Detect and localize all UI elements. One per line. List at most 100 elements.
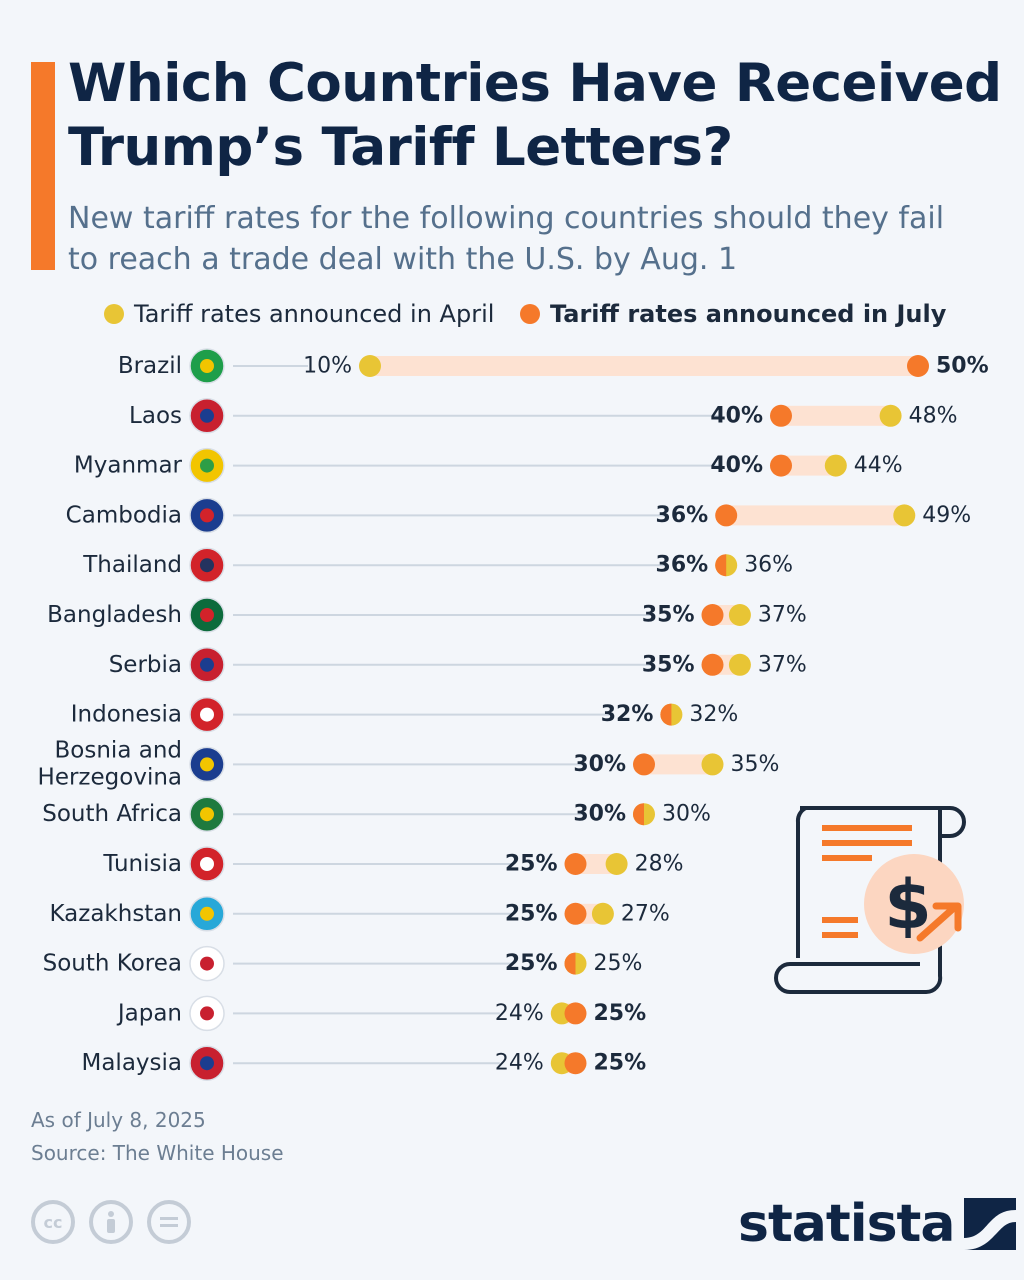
april-value-tunisia: 28%: [635, 852, 684, 877]
chart-title: Which Countries Have Received Trump’s Ta…: [68, 53, 1002, 178]
flag-emblem-south-africa: [200, 807, 214, 822]
as-of-note: As of July 8, 2025: [31, 1108, 206, 1132]
july-point-kazakhstan: [564, 902, 587, 925]
july-point-laos: [770, 404, 792, 427]
july-value-bangladesh: 35%: [642, 603, 695, 628]
country-label-japan: Japan: [116, 1000, 182, 1026]
legend-item-july: Tariff rates announced in July: [520, 300, 946, 328]
legend-label-april: Tariff rates announced in April: [134, 300, 495, 328]
july-value-bosnia-and-herzegovina: 30%: [573, 752, 626, 777]
flag-emblem-kazakhstan: [200, 906, 214, 921]
july-value-south-africa: 30%: [573, 802, 626, 827]
source-note: Source: The White House: [31, 1141, 284, 1165]
july-value-cambodia: 36%: [656, 503, 709, 528]
april-point-laos: [879, 404, 902, 427]
flag-emblem-japan: [200, 1006, 214, 1021]
july-point-south-korea: [564, 952, 576, 975]
april-point-bangladesh: [728, 604, 751, 626]
range-band-brazil: [370, 356, 918, 376]
april-point-serbia: [728, 653, 751, 676]
accent-bar: [31, 62, 55, 270]
chart-subtitle: New tariff rates for the following count…: [68, 201, 945, 277]
legend-dot-july: [520, 304, 540, 324]
april-point-brazil: [359, 355, 381, 377]
range-band-tunisia: [575, 854, 617, 874]
attribution-icon[interactable]: [89, 1200, 133, 1244]
july-point-bangladesh: [701, 604, 724, 626]
july-value-serbia: 35%: [642, 652, 695, 677]
flag-emblem-cambodia: [200, 508, 214, 523]
april-point-tunisia: [605, 853, 628, 875]
april-value-south-korea: 25%: [594, 951, 643, 976]
country-label-malaysia: Malaysia: [81, 1050, 182, 1076]
cc-icon[interactable]: cc: [31, 1200, 75, 1244]
july-point-south-africa: [633, 803, 644, 826]
country-label-thailand: Thailand: [82, 552, 182, 578]
statista-logo[interactable]: statista: [738, 1194, 1017, 1254]
flag-emblem-tunisia: [200, 857, 214, 871]
legend-label-july: Tariff rates announced in July: [550, 300, 947, 328]
country-label-myanmar: Myanmar: [74, 453, 183, 479]
july-value-laos: 40%: [710, 403, 763, 428]
country-label-tunisia: Tunisia: [102, 851, 182, 877]
country-label-serbia: Serbia: [109, 652, 182, 678]
country-label-cambodia: Cambodia: [66, 502, 182, 528]
july-point-brazil: [907, 355, 929, 377]
july-point-tunisia: [564, 853, 587, 875]
flag-emblem-bangladesh: [200, 608, 214, 622]
tariff-document-illustration: $: [774, 806, 966, 995]
statista-mark-icon: [964, 1198, 1017, 1250]
range-band-myanmar: [781, 455, 836, 476]
country-label-indonesia: Indonesia: [71, 702, 182, 728]
country-label-south-africa: South Africa: [42, 801, 182, 827]
flag-emblem-indonesia: [200, 707, 214, 722]
july-value-brazil: 50%: [936, 354, 989, 379]
range-band-laos: [781, 405, 891, 426]
april-value-kazakhstan: 27%: [621, 901, 670, 926]
range-band-bosnia-and-herzegovina: [644, 754, 713, 775]
flag-emblem-thailand: [200, 558, 214, 573]
april-point-bosnia-and-herzegovina: [701, 753, 724, 776]
april-value-south-africa: 30%: [662, 802, 711, 827]
april-value-thailand: 36%: [744, 553, 793, 578]
april-point-myanmar: [824, 454, 847, 477]
july-value-kazakhstan: 25%: [505, 901, 558, 926]
july-value-thailand: 36%: [656, 553, 709, 578]
july-point-bosnia-and-herzegovina: [633, 753, 655, 776]
flag-emblem-brazil: [200, 359, 214, 373]
july-value-tunisia: 25%: [505, 852, 558, 877]
flag-emblem-south-korea: [200, 956, 214, 971]
legend: Tariff rates announced in April Tariff r…: [0, 300, 1024, 332]
july-point-myanmar: [770, 454, 792, 477]
april-value-japan: 24%: [495, 1001, 544, 1026]
legend-dot-april: [104, 304, 124, 324]
country-label-bosnia-and-herzegovina-line2: Herzegovina: [38, 764, 182, 790]
flag-emblem-laos: [200, 408, 214, 423]
range-band-cambodia: [726, 505, 905, 526]
flag-emblem-serbia: [200, 657, 214, 672]
country-label-bangladesh: Bangladesh: [47, 602, 182, 628]
april-value-serbia: 37%: [758, 652, 807, 677]
july-value-south-korea: 25%: [505, 951, 558, 976]
july-point-indonesia: [660, 703, 672, 726]
country-label-bosnia-and-herzegovina-line1: Bosnia and: [55, 737, 182, 763]
country-label-laos: Laos: [129, 403, 182, 429]
july-value-japan: 25%: [594, 1001, 647, 1026]
july-value-indonesia: 32%: [601, 702, 654, 727]
flag-emblem-malaysia: [200, 1056, 214, 1071]
flag-emblem-bosnia-and-herzegovina: [200, 757, 214, 772]
july-point-malaysia: [564, 1052, 587, 1075]
brand-name: statista: [738, 1194, 955, 1254]
april-value-laos: 48%: [909, 403, 958, 428]
july-value-malaysia: 25%: [594, 1051, 647, 1076]
april-point-cambodia: [893, 504, 916, 527]
july-point-japan: [564, 1002, 587, 1025]
april-value-brazil: 10%: [303, 354, 352, 379]
july-point-thailand: [715, 554, 727, 577]
july-value-myanmar: 40%: [710, 453, 763, 478]
dumbbell-chart: Brazil 10% 50% Laos 40% 48% Myanmar 40% 44% Cambo…: [38, 348, 989, 1081]
april-value-bangladesh: 37%: [758, 603, 807, 628]
april-point-kazakhstan: [591, 902, 614, 925]
no-derivatives-icon[interactable]: [147, 1200, 191, 1244]
flag-emblem-myanmar: [200, 458, 214, 473]
